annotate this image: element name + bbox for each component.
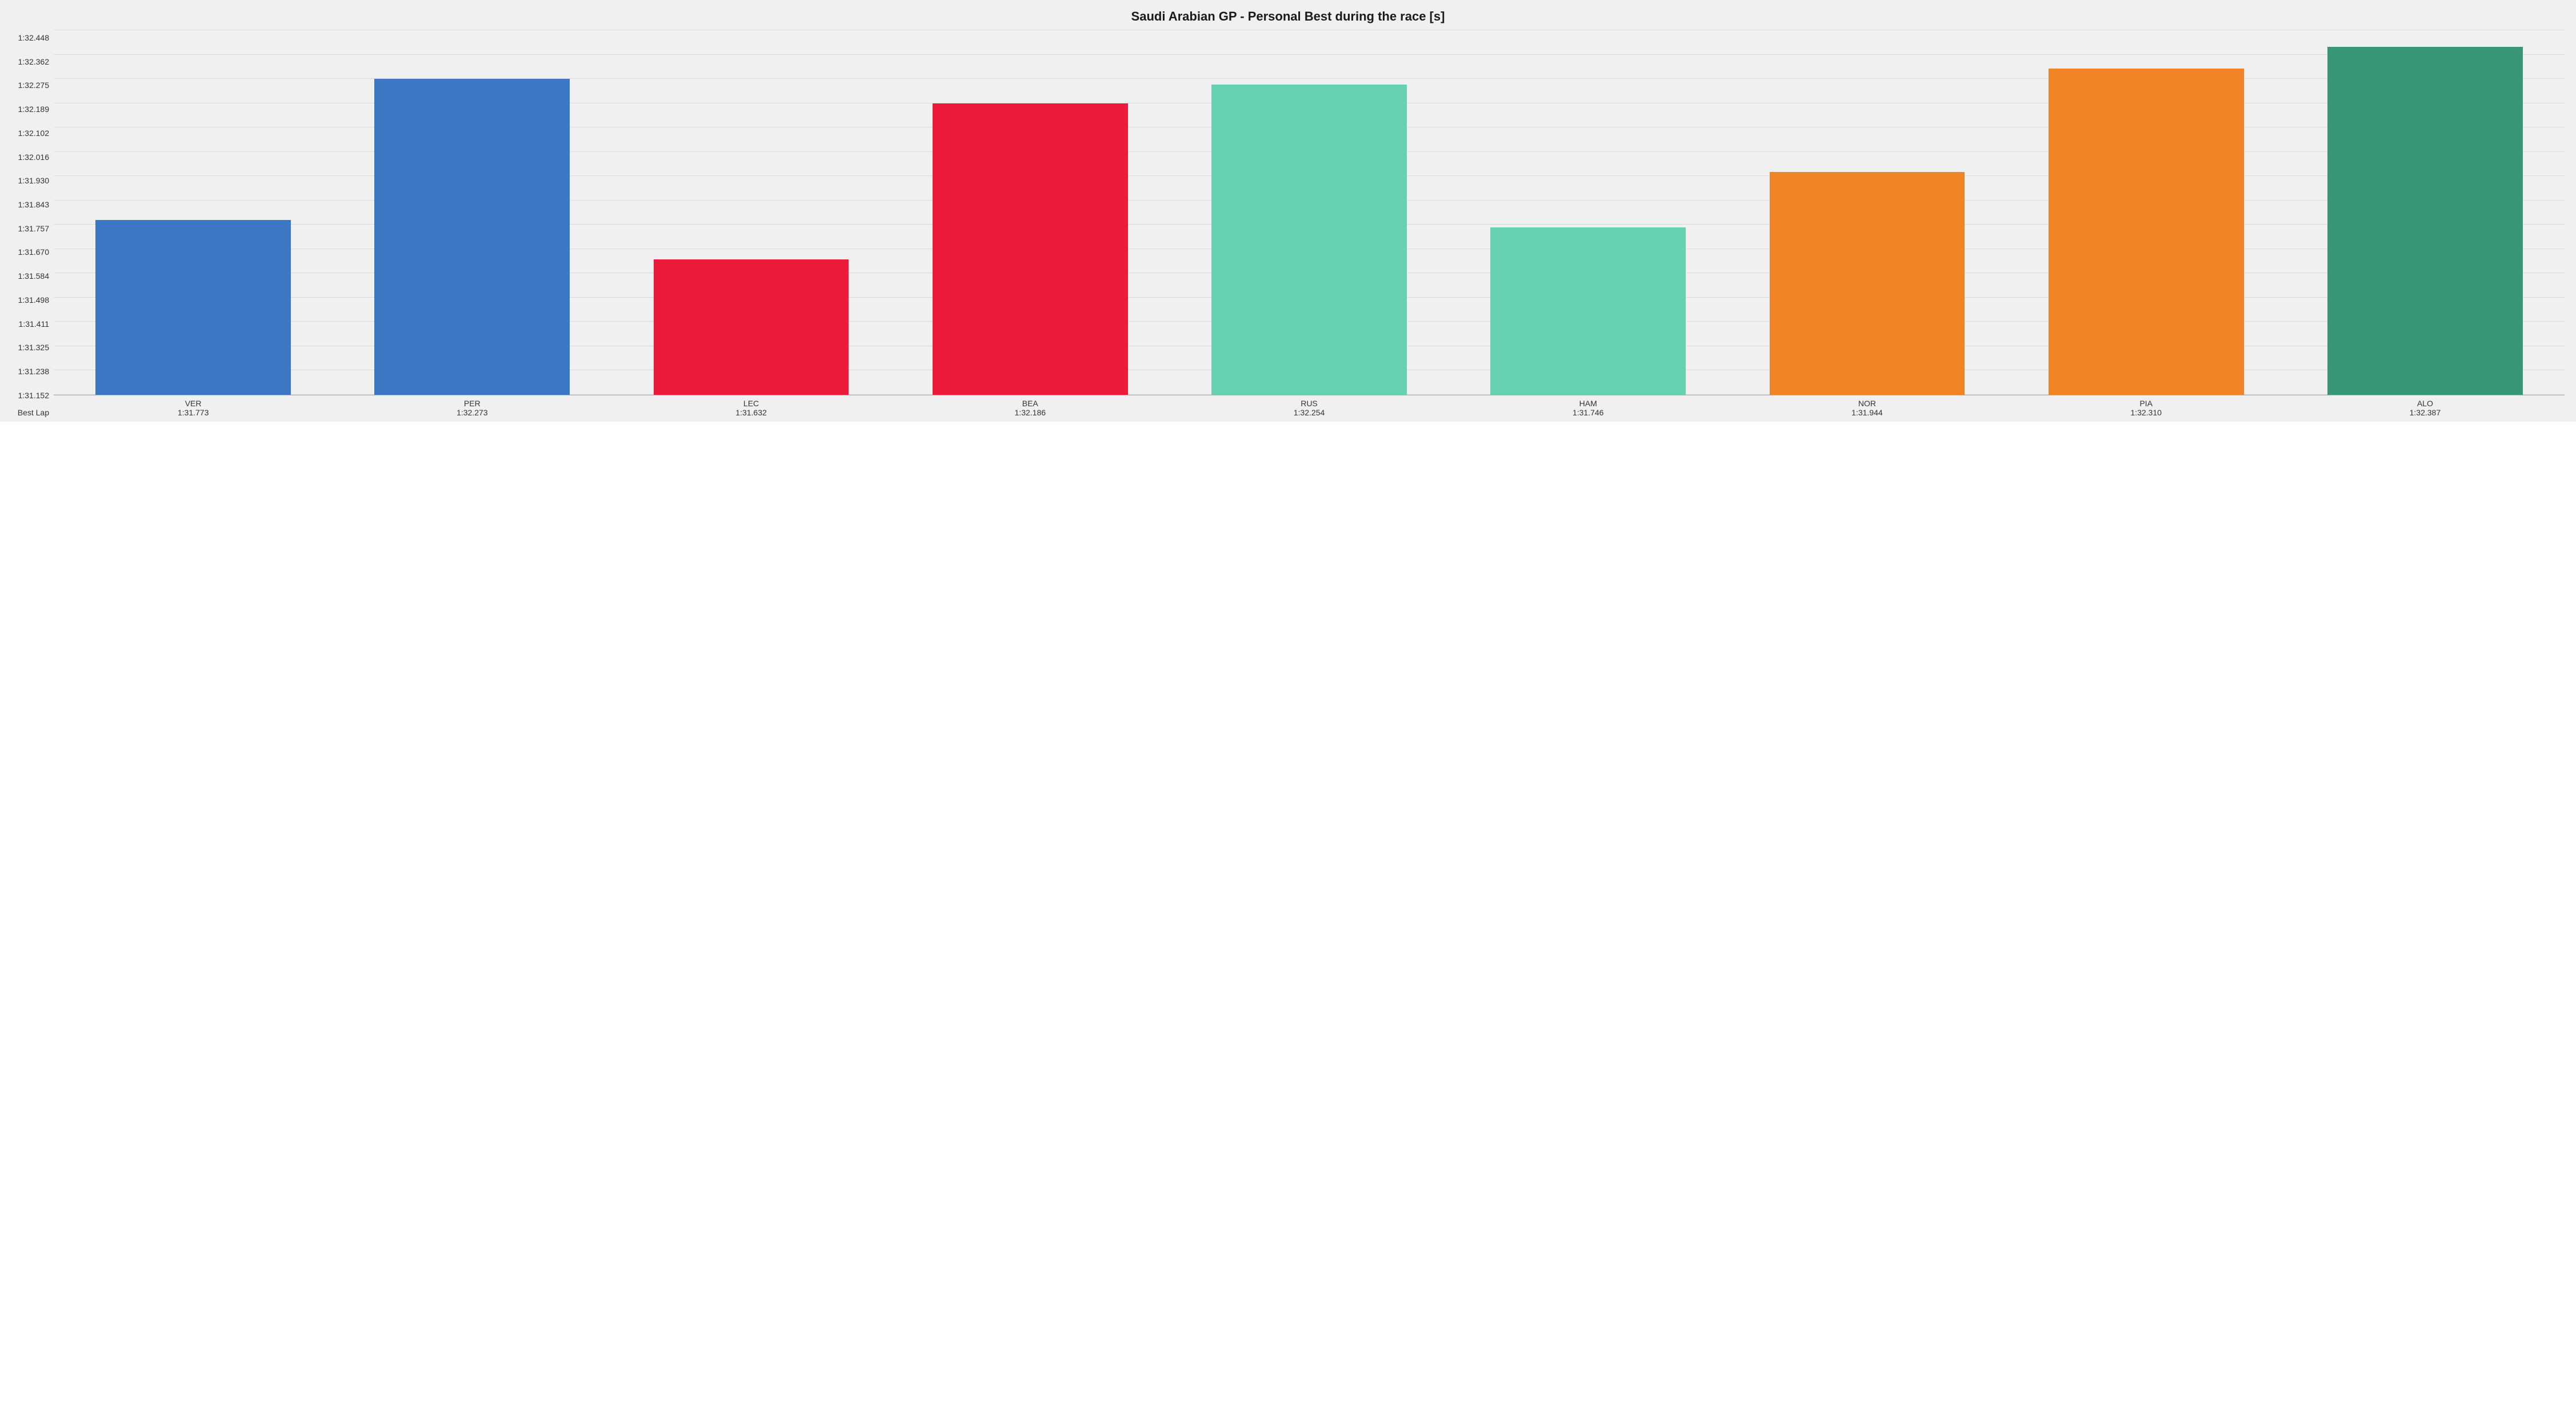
- x-category: BEA: [891, 395, 1170, 408]
- bar-slot: [54, 30, 333, 395]
- bar-slot: [1449, 30, 1727, 395]
- bestlap-value: 1:32.273: [333, 408, 611, 417]
- bestlap-row: Best Lap 1:31.7731:32.2731:31.6321:32.18…: [11, 408, 2565, 417]
- y-tick: 1:32.189: [18, 105, 50, 113]
- bar-slot: [611, 30, 890, 395]
- x-axis: VERPERLECBEARUSHAMNORPIAALO: [11, 395, 2565, 408]
- bar-rus: [1211, 85, 1407, 395]
- chart-body: 1:32.448 1:32.362 1:32.275 1:32.189 1:32.102…: [11, 30, 2565, 395]
- bar-lec: [654, 259, 849, 395]
- x-category: PIA: [2007, 395, 2286, 408]
- y-tick: 1:32.016: [18, 153, 50, 161]
- bestlap-values: 1:31.7731:32.2731:31.6321:32.1861:32.254…: [54, 408, 2565, 417]
- bar-slot: [1727, 30, 2006, 395]
- y-axis: 1:32.448 1:32.362 1:32.275 1:32.189 1:32.102…: [11, 30, 54, 395]
- bestlap-value: 1:32.387: [2286, 408, 2565, 417]
- bar-alo: [2327, 47, 2523, 395]
- bestlap-value: 1:31.944: [1727, 408, 2006, 417]
- bestlap-value: 1:32.254: [1170, 408, 1449, 417]
- x-category: HAM: [1449, 395, 1727, 408]
- y-tick: 1:31.757: [18, 225, 50, 233]
- y-tick: 1:31.152: [18, 391, 50, 399]
- bar-slot: [2007, 30, 2286, 395]
- x-category: PER: [333, 395, 611, 408]
- bar-ham: [1490, 227, 1686, 395]
- x-category: NOR: [1727, 395, 2006, 408]
- y-tick: 1:31.238: [18, 367, 50, 375]
- bestlap-value: 1:32.310: [2007, 408, 2286, 417]
- bestlap-value: 1:31.746: [1449, 408, 1727, 417]
- y-tick: 1:31.411: [19, 320, 49, 328]
- bar-per: [374, 79, 570, 395]
- y-tick: 1:31.930: [18, 177, 50, 185]
- x-categories: VERPERLECBEARUSHAMNORPIAALO: [54, 395, 2565, 408]
- bestlap-value: 1:31.773: [54, 408, 333, 417]
- x-category: VER: [54, 395, 333, 408]
- y-tick: 1:32.275: [18, 81, 50, 89]
- bar-slot: [891, 30, 1170, 395]
- x-category: LEC: [611, 395, 890, 408]
- bestlap-value: 1:31.632: [611, 408, 890, 417]
- bestlap-value: 1:32.186: [891, 408, 1170, 417]
- chart-container: Saudi Arabian GP - Personal Best during …: [0, 0, 2576, 422]
- bar-bea: [933, 103, 1128, 395]
- y-tick: 1:31.670: [18, 248, 50, 256]
- bestlap-row-label: Best Lap: [11, 408, 54, 417]
- x-category: RUS: [1170, 395, 1449, 408]
- bar-nor: [1770, 172, 1965, 395]
- y-tick: 1:31.843: [18, 201, 50, 209]
- bar-slot: [2286, 30, 2565, 395]
- chart-title: Saudi Arabian GP - Personal Best during …: [11, 9, 2565, 24]
- bar-ver: [95, 220, 291, 395]
- plot-area: [54, 30, 2565, 395]
- y-tick: 1:31.498: [18, 296, 50, 304]
- y-tick: 1:32.102: [18, 129, 50, 137]
- y-tick: 1:31.584: [18, 272, 50, 280]
- bar-slot: [1170, 30, 1449, 395]
- bar-pia: [2049, 69, 2244, 395]
- y-tick: 1:32.362: [18, 58, 50, 66]
- bars-layer: [54, 30, 2565, 395]
- y-tick: 1:31.325: [18, 343, 50, 351]
- y-tick: 1:32.448: [18, 34, 50, 42]
- bar-slot: [333, 30, 611, 395]
- x-category: ALO: [2286, 395, 2565, 408]
